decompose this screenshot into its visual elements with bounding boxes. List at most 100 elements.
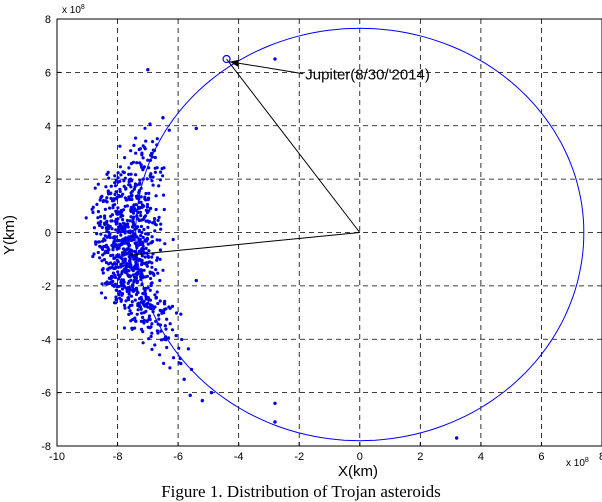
asteroid-point <box>137 239 141 243</box>
asteroid-point <box>139 195 143 199</box>
x-tick-label: -6 <box>173 451 183 463</box>
asteroid-point <box>122 303 127 307</box>
asteroid-point <box>142 318 146 322</box>
asteroid-point <box>127 243 132 247</box>
asteroid-point <box>155 256 159 260</box>
asteroid-point <box>114 298 118 302</box>
asteroid-point <box>150 322 154 326</box>
asteroid-point <box>130 238 134 242</box>
asteroid-point <box>142 227 146 232</box>
asteroid-point <box>114 243 118 247</box>
asteroid-point <box>133 326 137 330</box>
asteroid-point <box>157 317 161 321</box>
asteroid-point <box>101 247 105 251</box>
asteroid-point <box>115 258 119 262</box>
asteroid-point <box>106 235 110 239</box>
asteroid-point <box>154 295 159 300</box>
asteroid-point <box>147 314 152 318</box>
x-tick-label: -4 <box>234 451 244 463</box>
asteroid-point <box>126 281 130 285</box>
asteroid-point <box>96 210 100 214</box>
asteroid-point <box>146 68 150 72</box>
asteroid-point <box>144 191 148 196</box>
asteroid-point <box>112 266 116 270</box>
asteroid-point <box>159 338 164 342</box>
asteroid-point <box>153 293 157 297</box>
asteroid-point <box>150 261 154 265</box>
asteroid-point <box>118 275 122 279</box>
asteroid-point <box>134 276 139 280</box>
asteroid-point <box>139 268 143 272</box>
asteroid-point <box>146 242 150 246</box>
asteroid-point <box>149 206 153 210</box>
x-tick-label: 2 <box>417 451 423 463</box>
asteroid-point <box>126 264 130 268</box>
asteroid-point <box>120 292 125 296</box>
asteroid-point <box>145 263 149 267</box>
asteroid-point <box>98 244 102 248</box>
asteroid-point <box>161 193 166 197</box>
asteroid-point <box>153 170 157 174</box>
y-tick-label: -6 <box>41 388 51 400</box>
asteroid-point <box>179 312 183 316</box>
asteroid-point <box>145 236 149 240</box>
asteroid-point <box>101 271 105 275</box>
asteroid-point <box>123 176 127 180</box>
asteroid-point <box>110 243 114 247</box>
asteroid-point <box>119 256 123 260</box>
asteroid-point <box>111 271 115 275</box>
asteroid-point <box>123 306 127 310</box>
asteroid-point <box>158 178 162 182</box>
asteroid-point <box>132 257 136 261</box>
asteroid-point <box>163 242 167 246</box>
asteroid-point <box>209 390 214 395</box>
asteroid-point <box>180 337 184 342</box>
asteroid-point <box>132 222 136 226</box>
y-exponent-label: x 108 <box>62 4 85 16</box>
asteroid-point <box>146 225 150 229</box>
asteroid-point <box>151 310 155 314</box>
asteroid-point <box>120 272 124 276</box>
asteroid-point <box>126 237 130 241</box>
asteroid-point <box>140 205 144 209</box>
asteroid-point <box>114 301 118 305</box>
asteroid-point <box>133 241 137 245</box>
asteroid-point <box>163 324 167 328</box>
asteroid-point <box>137 303 142 307</box>
asteroid-point <box>154 319 158 323</box>
asteroid-point <box>148 306 152 310</box>
asteroid-point <box>134 136 138 140</box>
asteroid-point <box>147 191 151 195</box>
asteroid-point <box>126 225 130 229</box>
asteroid-point <box>144 232 148 236</box>
x-tick-labels: -10 -8 -6 -4 -2 0 2 4 6 8 <box>49 451 602 463</box>
asteroid-point <box>135 161 139 165</box>
annotation-label: Jupiter(8/30/'2014) <box>305 67 430 84</box>
asteroid-point <box>108 266 112 270</box>
asteroid-point <box>143 239 147 243</box>
asteroid-point <box>161 116 165 120</box>
asteroid-point <box>127 230 131 234</box>
asteroid-point <box>116 270 120 274</box>
asteroid-point <box>154 207 158 212</box>
asteroid-point <box>136 267 140 271</box>
asteroid-point <box>142 165 146 169</box>
asteroid-point <box>128 275 132 279</box>
y-tick-label: 6 <box>45 67 51 79</box>
asteroid-point <box>146 158 150 162</box>
asteroid-point <box>111 253 115 257</box>
asteroid-point <box>144 304 149 308</box>
asteroid-point <box>140 272 144 276</box>
jupiter-marker <box>222 54 231 64</box>
y-tick-label: 8 <box>45 14 51 26</box>
asteroid-point <box>137 205 142 209</box>
asteroid-point <box>162 361 166 365</box>
asteroid-point <box>118 289 122 294</box>
asteroid-point <box>144 139 148 143</box>
asteroid-point <box>151 175 155 179</box>
asteroid-point <box>131 225 135 229</box>
asteroid-point <box>112 240 116 244</box>
asteroid-point <box>151 140 155 144</box>
asteroid-point <box>162 301 166 305</box>
asteroid-point <box>103 214 107 218</box>
